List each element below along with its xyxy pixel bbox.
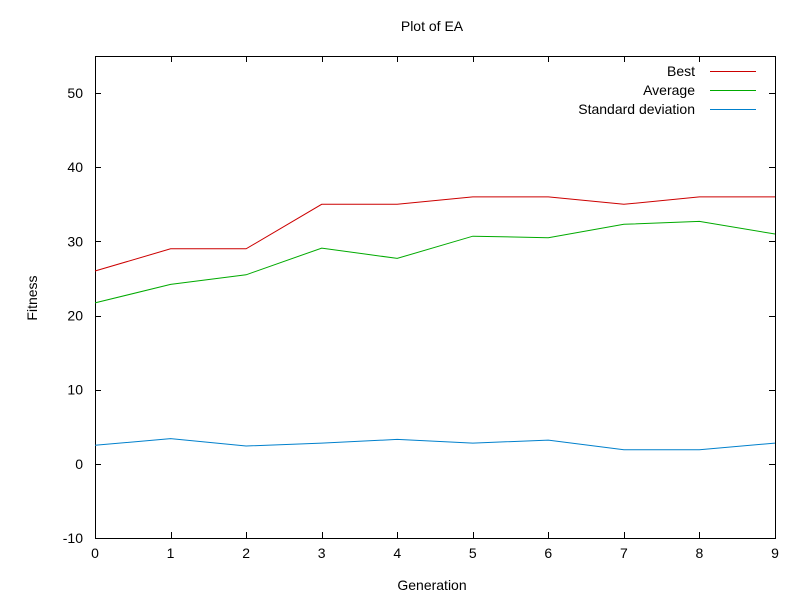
y-axis: -10 0 10 20 30 40 50 (63, 85, 775, 546)
y-tick-label: -10 (63, 530, 83, 546)
series-line-average (94, 220, 776, 304)
legend-label-best: Best (667, 63, 695, 79)
y-tick-label: 50 (67, 85, 83, 101)
x-tick-label: 7 (620, 545, 628, 561)
x-tick-label: 4 (393, 545, 401, 561)
plot-area-frame (95, 56, 776, 539)
y-tick-label: 0 (75, 456, 83, 472)
x-axis-label: Generation (397, 577, 466, 593)
series-line-best (94, 196, 775, 272)
x-tick-label: 9 (771, 545, 779, 561)
legend-label-standard-deviation: Standard deviation (578, 101, 695, 117)
x-axis: 0 1 2 3 4 5 6 7 8 9 (91, 56, 779, 561)
x-tick-label: 5 (469, 545, 477, 561)
y-axis-label: Fitness (24, 275, 40, 320)
series-line-standard-deviation (94, 438, 776, 451)
x-tick-label: 8 (696, 545, 704, 561)
x-tick-label: 3 (318, 545, 326, 561)
x-tick-label: 0 (91, 545, 99, 561)
x-tick-label: 6 (544, 545, 552, 561)
y-tick-label: 10 (67, 382, 83, 398)
legend-label-average: Average (643, 82, 695, 98)
y-tick-label: 40 (67, 159, 83, 175)
x-tick-label: 1 (167, 545, 175, 561)
y-tick-label: 20 (67, 308, 83, 324)
x-tick-label: 2 (242, 545, 250, 561)
legend: Best Average Standard deviation (578, 63, 756, 117)
chart-title: Plot of EA (401, 18, 464, 34)
y-tick-label: 30 (67, 233, 83, 249)
series-lines (94, 196, 776, 451)
